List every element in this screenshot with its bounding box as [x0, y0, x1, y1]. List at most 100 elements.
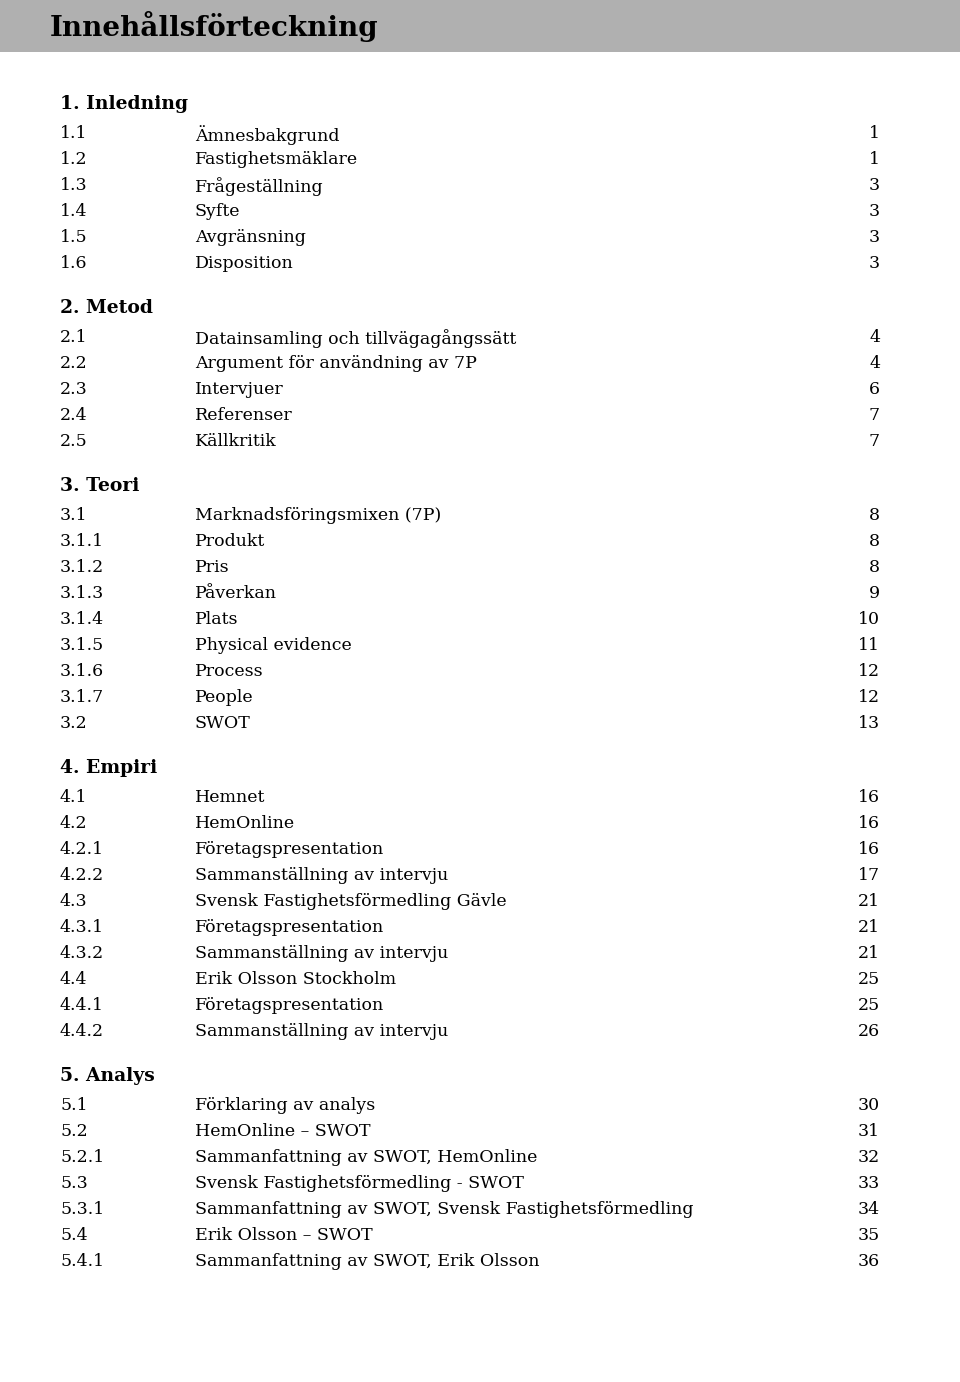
Text: 25: 25: [857, 996, 880, 1014]
Text: 5. Analys: 5. Analys: [60, 1067, 155, 1085]
Text: 16: 16: [858, 789, 880, 806]
Text: 5.3: 5.3: [60, 1175, 87, 1193]
Text: 17: 17: [858, 867, 880, 884]
Text: 3.1.4: 3.1.4: [60, 611, 104, 627]
Text: Sammanfattning av SWOT, Svensk Fastighetsförmedling: Sammanfattning av SWOT, Svensk Fastighet…: [195, 1201, 693, 1218]
Text: 3.1.5: 3.1.5: [60, 637, 105, 654]
Text: 35: 35: [857, 1227, 880, 1244]
Text: HemOnline – SWOT: HemOnline – SWOT: [195, 1124, 371, 1140]
Text: 3.1.6: 3.1.6: [60, 663, 104, 680]
Text: 13: 13: [858, 714, 880, 732]
Text: Påverkan: Påverkan: [195, 585, 277, 603]
Text: Förklaring av analys: Förklaring av analys: [195, 1097, 375, 1114]
Text: Intervjuer: Intervjuer: [195, 381, 284, 398]
Text: 36: 36: [858, 1253, 880, 1270]
Text: Fastighetsmäklare: Fastighetsmäklare: [195, 151, 358, 169]
Text: 31: 31: [858, 1124, 880, 1140]
Text: 2.2: 2.2: [60, 355, 87, 372]
Text: 5.4.1: 5.4.1: [60, 1253, 104, 1270]
Text: 12: 12: [858, 690, 880, 706]
Text: Ämnesbakgrund: Ämnesbakgrund: [195, 124, 340, 145]
Text: 32: 32: [857, 1148, 880, 1166]
Text: Sammanställning av intervju: Sammanställning av intervju: [195, 867, 448, 884]
Text: 26: 26: [858, 1023, 880, 1041]
Text: Erik Olsson – SWOT: Erik Olsson – SWOT: [195, 1227, 372, 1244]
Text: 3.1.3: 3.1.3: [60, 585, 105, 603]
Text: 2.3: 2.3: [60, 381, 87, 398]
Text: 2.5: 2.5: [60, 433, 87, 451]
Text: Hemnet: Hemnet: [195, 789, 265, 806]
Text: Sammanställning av intervju: Sammanställning av intervju: [195, 1023, 448, 1041]
Text: 2. Metod: 2. Metod: [60, 299, 153, 316]
Text: 25: 25: [857, 972, 880, 988]
Text: Källkritik: Källkritik: [195, 433, 276, 451]
Text: 4.3: 4.3: [60, 893, 87, 909]
Text: Innehållsförteckning: Innehållsförteckning: [50, 11, 378, 41]
Text: Process: Process: [195, 663, 264, 680]
Text: Erik Olsson Stockholm: Erik Olsson Stockholm: [195, 972, 396, 988]
Text: Produkt: Produkt: [195, 533, 265, 550]
Text: Referenser: Referenser: [195, 408, 293, 424]
Text: 21: 21: [858, 945, 880, 962]
Text: 3.1.7: 3.1.7: [60, 690, 105, 706]
Text: 11: 11: [858, 637, 880, 654]
Text: Sammanfattning av SWOT, HemOnline: Sammanfattning av SWOT, HemOnline: [195, 1148, 538, 1166]
Text: 4. Empiri: 4. Empiri: [60, 759, 157, 777]
Text: 4.4.1: 4.4.1: [60, 996, 104, 1014]
Text: Frågeställning: Frågeställning: [195, 177, 324, 196]
Text: 1.2: 1.2: [60, 151, 87, 169]
Text: Svensk Fastighetsförmedling - SWOT: Svensk Fastighetsförmedling - SWOT: [195, 1175, 524, 1193]
Text: 3: 3: [869, 229, 880, 246]
Text: 1.4: 1.4: [60, 203, 87, 220]
Text: 4: 4: [869, 355, 880, 372]
Text: 5.1: 5.1: [60, 1097, 87, 1114]
Text: 1.5: 1.5: [60, 229, 87, 246]
Text: 1: 1: [869, 124, 880, 142]
Text: 4.2: 4.2: [60, 815, 87, 832]
Text: 3: 3: [869, 177, 880, 193]
Text: Disposition: Disposition: [195, 256, 294, 272]
Text: 4.1: 4.1: [60, 789, 87, 806]
Text: 6: 6: [869, 381, 880, 398]
Text: 3: 3: [869, 203, 880, 220]
Text: Företagspresentation: Företagspresentation: [195, 919, 384, 936]
Text: Svensk Fastighetsförmedling Gävle: Svensk Fastighetsförmedling Gävle: [195, 893, 507, 909]
Text: People: People: [195, 690, 253, 706]
Text: SWOT: SWOT: [195, 714, 251, 732]
Text: 3.1.2: 3.1.2: [60, 558, 105, 576]
Text: 4.4.2: 4.4.2: [60, 1023, 104, 1041]
Text: 33: 33: [857, 1175, 880, 1193]
Text: 3.1: 3.1: [60, 507, 87, 524]
Text: 12: 12: [858, 663, 880, 680]
Text: 3. Teori: 3. Teori: [60, 477, 139, 495]
Text: Marknadsföringsmixen (7P): Marknadsföringsmixen (7P): [195, 507, 442, 524]
Bar: [0, 0, 960, 53]
Text: 1.1: 1.1: [60, 124, 87, 142]
Text: 10: 10: [858, 611, 880, 627]
Text: 5.3.1: 5.3.1: [60, 1201, 105, 1218]
Text: 21: 21: [858, 893, 880, 909]
Text: 3.1.1: 3.1.1: [60, 533, 104, 550]
Text: 5.4: 5.4: [60, 1227, 87, 1244]
Text: 1.6: 1.6: [60, 256, 87, 272]
Text: Företagspresentation: Företagspresentation: [195, 996, 384, 1014]
Text: 7: 7: [869, 433, 880, 451]
Text: 2.1: 2.1: [60, 329, 87, 346]
Text: Syfte: Syfte: [195, 203, 241, 220]
Text: 4.2.2: 4.2.2: [60, 867, 105, 884]
Text: Plats: Plats: [195, 611, 238, 627]
Text: 34: 34: [858, 1201, 880, 1218]
Text: Sammanfattning av SWOT, Erik Olsson: Sammanfattning av SWOT, Erik Olsson: [195, 1253, 540, 1270]
Text: Datainsamling och tillvägagångssätt: Datainsamling och tillvägagångssätt: [195, 329, 516, 348]
Text: 4.4: 4.4: [60, 972, 87, 988]
Text: Sammanställning av intervju: Sammanställning av intervju: [195, 945, 448, 962]
Text: Företagspresentation: Företagspresentation: [195, 842, 384, 858]
Text: 4.3.1: 4.3.1: [60, 919, 104, 936]
Text: 1.3: 1.3: [60, 177, 87, 193]
Text: 3: 3: [869, 256, 880, 272]
Text: 2.4: 2.4: [60, 408, 87, 424]
Text: 4.2.1: 4.2.1: [60, 842, 104, 858]
Text: 8: 8: [869, 558, 880, 576]
Text: Physical evidence: Physical evidence: [195, 637, 351, 654]
Text: 1. Inledning: 1. Inledning: [60, 95, 188, 113]
